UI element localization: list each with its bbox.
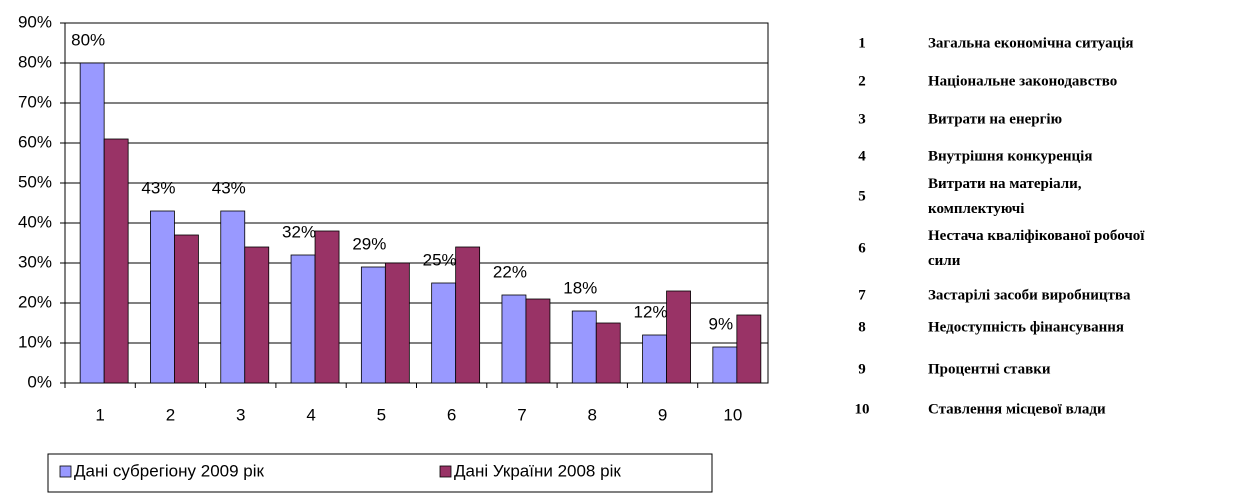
- bar: [501, 294, 527, 384]
- factor-text: Ставлення місцевої влади: [928, 401, 1106, 417]
- x-tick-label: 7: [517, 405, 526, 424]
- factor-text: Недоступність фінансування: [928, 319, 1124, 335]
- y-tick-label: 40%: [18, 212, 52, 231]
- bar: [174, 234, 199, 384]
- data-label: 43%: [212, 178, 246, 197]
- x-tick-label: 4: [306, 405, 315, 424]
- factor-number: 10: [855, 401, 870, 417]
- data-label: 32%: [282, 222, 316, 241]
- factor-text: Витрати на матеріали,: [928, 176, 1082, 192]
- y-tick-label: 70%: [18, 92, 52, 111]
- bar: [736, 314, 762, 384]
- x-tick-label: 2: [166, 405, 175, 424]
- factor-text: комплектуючі: [928, 201, 1024, 217]
- legend-box: [47, 453, 713, 493]
- factor-number: 7: [858, 287, 866, 303]
- x-tick-label: 3: [236, 405, 245, 424]
- factor-number: 3: [858, 111, 866, 127]
- data-label: 12%: [634, 302, 668, 321]
- y-tick-label: 20%: [18, 292, 52, 311]
- y-tick-label: 0%: [27, 372, 52, 391]
- bar: [384, 262, 410, 384]
- bar: [220, 210, 246, 384]
- factor-number: 2: [858, 73, 866, 89]
- bar: [666, 290, 691, 384]
- bar: [314, 230, 340, 384]
- y-tick-label: 30%: [18, 252, 52, 271]
- bar: [431, 282, 457, 384]
- factor-text: Національне законодавство: [928, 73, 1117, 89]
- factor-text: Загальна економічна ситуація: [928, 35, 1134, 51]
- legend-swatch: [59, 465, 72, 478]
- y-tick-label: 10%: [18, 332, 52, 351]
- x-tick-label: 8: [588, 405, 597, 424]
- data-label: 80%: [71, 30, 105, 49]
- factor-text: Витрати на енергію: [928, 111, 1062, 127]
- factor-text: Нестача кваліфікованої робочої: [928, 228, 1145, 244]
- x-tick-label: 9: [658, 405, 667, 424]
- x-tick-label: 5: [377, 405, 386, 424]
- data-label: 29%: [352, 234, 386, 253]
- legend-label: Дані України 2008 рік: [454, 461, 621, 480]
- legend-swatch: [439, 465, 452, 478]
- x-tick-label: 1: [95, 405, 104, 424]
- legend-label: Дані субрегіону 2009 рік: [74, 461, 265, 480]
- bar: [290, 254, 316, 384]
- data-label: 9%: [709, 314, 734, 333]
- y-tick-label: 90%: [18, 12, 52, 31]
- factor-text: Застарілі засоби виробництва: [928, 287, 1131, 303]
- factor-number: 9: [858, 361, 866, 377]
- x-tick-label: 6: [447, 405, 456, 424]
- factor-number: 4: [858, 148, 866, 164]
- y-tick-label: 50%: [18, 172, 52, 191]
- bar: [79, 62, 105, 384]
- factor-number: 6: [858, 240, 866, 256]
- bar: [642, 334, 667, 384]
- data-label: 18%: [563, 278, 597, 297]
- x-tick-label: 10: [723, 405, 742, 424]
- bar: [571, 310, 597, 384]
- data-label: 22%: [493, 262, 527, 281]
- bar: [360, 266, 386, 384]
- factor-text: сили: [928, 253, 961, 269]
- factor-text: Внутрішня конкуренція: [928, 148, 1092, 164]
- factor-text: Процентні ставки: [928, 361, 1051, 377]
- bar: [103, 138, 129, 384]
- data-label: 43%: [141, 178, 175, 197]
- factor-number: 8: [858, 319, 866, 335]
- bar: [244, 246, 270, 384]
- data-label: 25%: [423, 250, 457, 269]
- y-tick-label: 60%: [18, 132, 52, 151]
- y-tick-label: 80%: [18, 52, 52, 71]
- factor-number: 1: [858, 35, 866, 51]
- bar: [595, 322, 621, 384]
- factor-number: 5: [858, 188, 866, 204]
- bar: [712, 346, 738, 384]
- bar: [150, 210, 175, 384]
- bar: [455, 246, 481, 384]
- bar: [525, 298, 551, 384]
